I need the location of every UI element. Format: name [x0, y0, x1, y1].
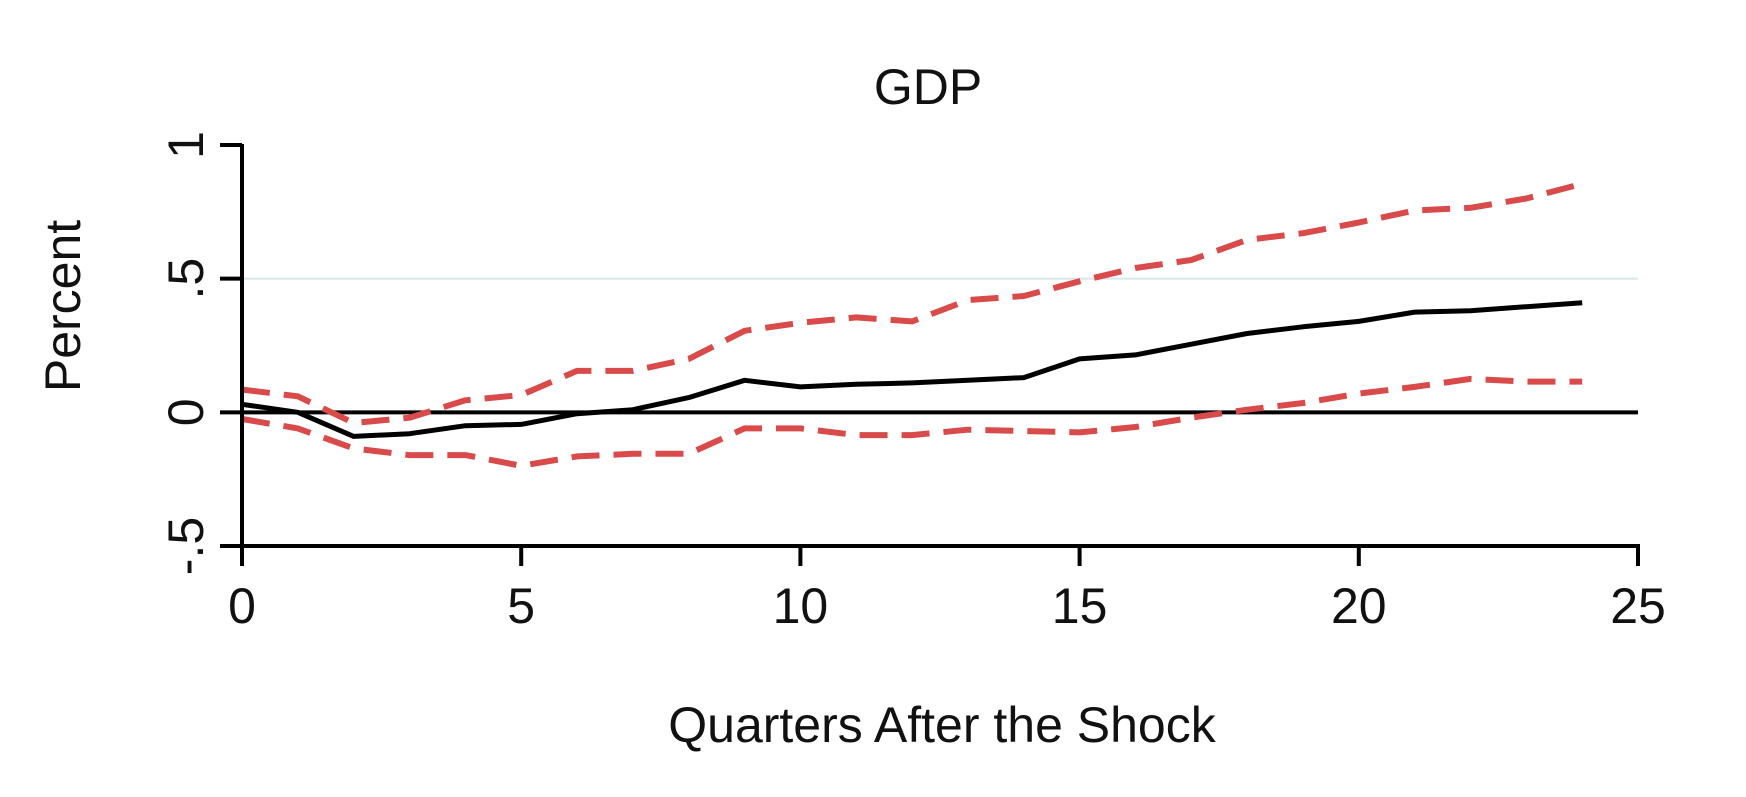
x-tick-label-10: 10: [773, 578, 829, 634]
x-tick-label-0: 0: [228, 578, 256, 634]
lower-band-line: [241, 375, 1583, 469]
series-lines: [241, 180, 1583, 469]
axes: 0 5 10 15 20 25-.50.51: [158, 131, 1666, 634]
y-axis-label: Percent: [35, 220, 91, 392]
x-tick-label-25: 25: [1610, 578, 1666, 634]
y-tick-label-.5: .5: [158, 258, 214, 300]
chart-title: GDP: [874, 59, 982, 115]
x-tick-label-15: 15: [1052, 578, 1108, 634]
x-tick-label-20: 20: [1331, 578, 1387, 634]
y-tick-label-0: 0: [158, 398, 214, 426]
estimate-line: [241, 300, 1583, 439]
y-tick-label-1: 1: [158, 131, 214, 159]
upper-band-line: [241, 180, 1583, 426]
y-tick-label--.5: -.5: [158, 517, 214, 575]
x-axis-label: Quarters After the Shock: [668, 697, 1216, 753]
x-tick-label-5: 5: [507, 578, 535, 634]
